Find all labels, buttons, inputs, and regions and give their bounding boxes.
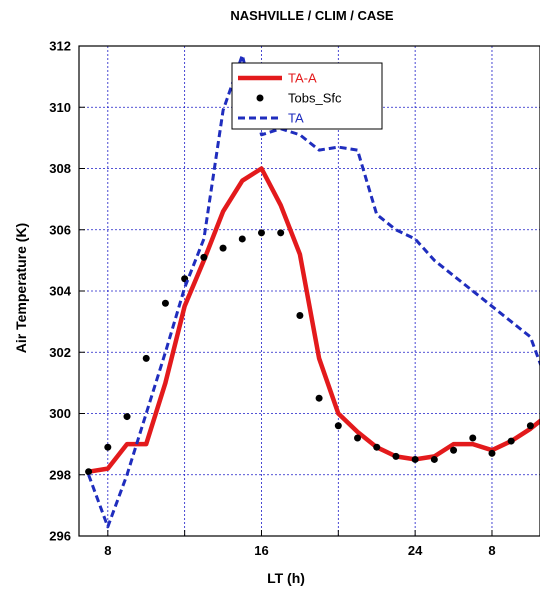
x-tick-label: 8	[488, 543, 495, 558]
x-tick-label: 24	[408, 543, 423, 558]
legend-box	[231, 62, 383, 130]
x-tick-label: 8	[104, 543, 111, 558]
y-tick-label: 302	[49, 345, 71, 360]
y-tick-label: 312	[49, 39, 71, 54]
ta-a-series-line	[88, 166, 540, 474]
tobs-sfc-point	[219, 244, 227, 252]
tobs-sfc-point	[296, 312, 304, 319]
tobs-sfc-point	[257, 229, 265, 237]
tobs-sfc-point	[354, 434, 362, 442]
y-tick-label: 306	[49, 222, 71, 237]
tobs-sfc-point	[507, 437, 515, 445]
x-tick-label: 16	[254, 543, 268, 558]
y-tick-label: 304	[49, 284, 71, 299]
tobs-sfc-point	[373, 443, 381, 451]
tobs-sfc-point	[450, 446, 458, 454]
x-axis-label: LT (h)	[267, 570, 305, 586]
legend-label: TA-A	[288, 71, 317, 86]
y-tick-label: 310	[49, 100, 71, 115]
chart-title: NASHVILLE / CLIM / CASE	[230, 8, 394, 23]
tobs-sfc-point	[392, 452, 400, 460]
tobs-sfc-point	[526, 422, 534, 430]
tobs-sfc-point	[469, 434, 477, 442]
tobs-sfc-point	[334, 422, 342, 430]
legend-label: TA	[288, 111, 304, 126]
tobs-sfc-point	[123, 413, 131, 421]
tobs-sfc-point	[430, 455, 438, 463]
tobs-sfc-point	[161, 299, 169, 307]
y-tick-label: 308	[49, 161, 71, 176]
tobs-sfc-point	[238, 235, 246, 243]
plot-frame	[78, 45, 540, 537]
y-axis-label: Air Temperature (K)	[13, 223, 29, 353]
legend-label: Tobs_Sfc	[288, 91, 342, 106]
tobs-sfc-point	[315, 394, 323, 402]
y-tick-label: 298	[49, 467, 71, 482]
tobs-sfc-point	[488, 449, 496, 457]
tobs-sfc-point	[142, 354, 150, 362]
tobs-sfc-point	[200, 253, 208, 261]
axis-ticks: 296 298 300 302 304 306 308 310 312 8 16 24 8	[49, 39, 495, 559]
y-tick-label: 300	[49, 406, 71, 421]
legend: TA-A Tobs_Sfc TA	[231, 62, 383, 130]
grid-lines	[79, 46, 540, 536]
tobs-sfc-point	[411, 455, 419, 463]
tobs-sfc-point	[104, 443, 112, 451]
tobs-sfc-point	[277, 229, 285, 237]
legend-marker-tobs-sfc	[256, 94, 264, 102]
tobs-sfc-point	[85, 468, 93, 476]
y-tick-label: 296	[49, 529, 71, 544]
